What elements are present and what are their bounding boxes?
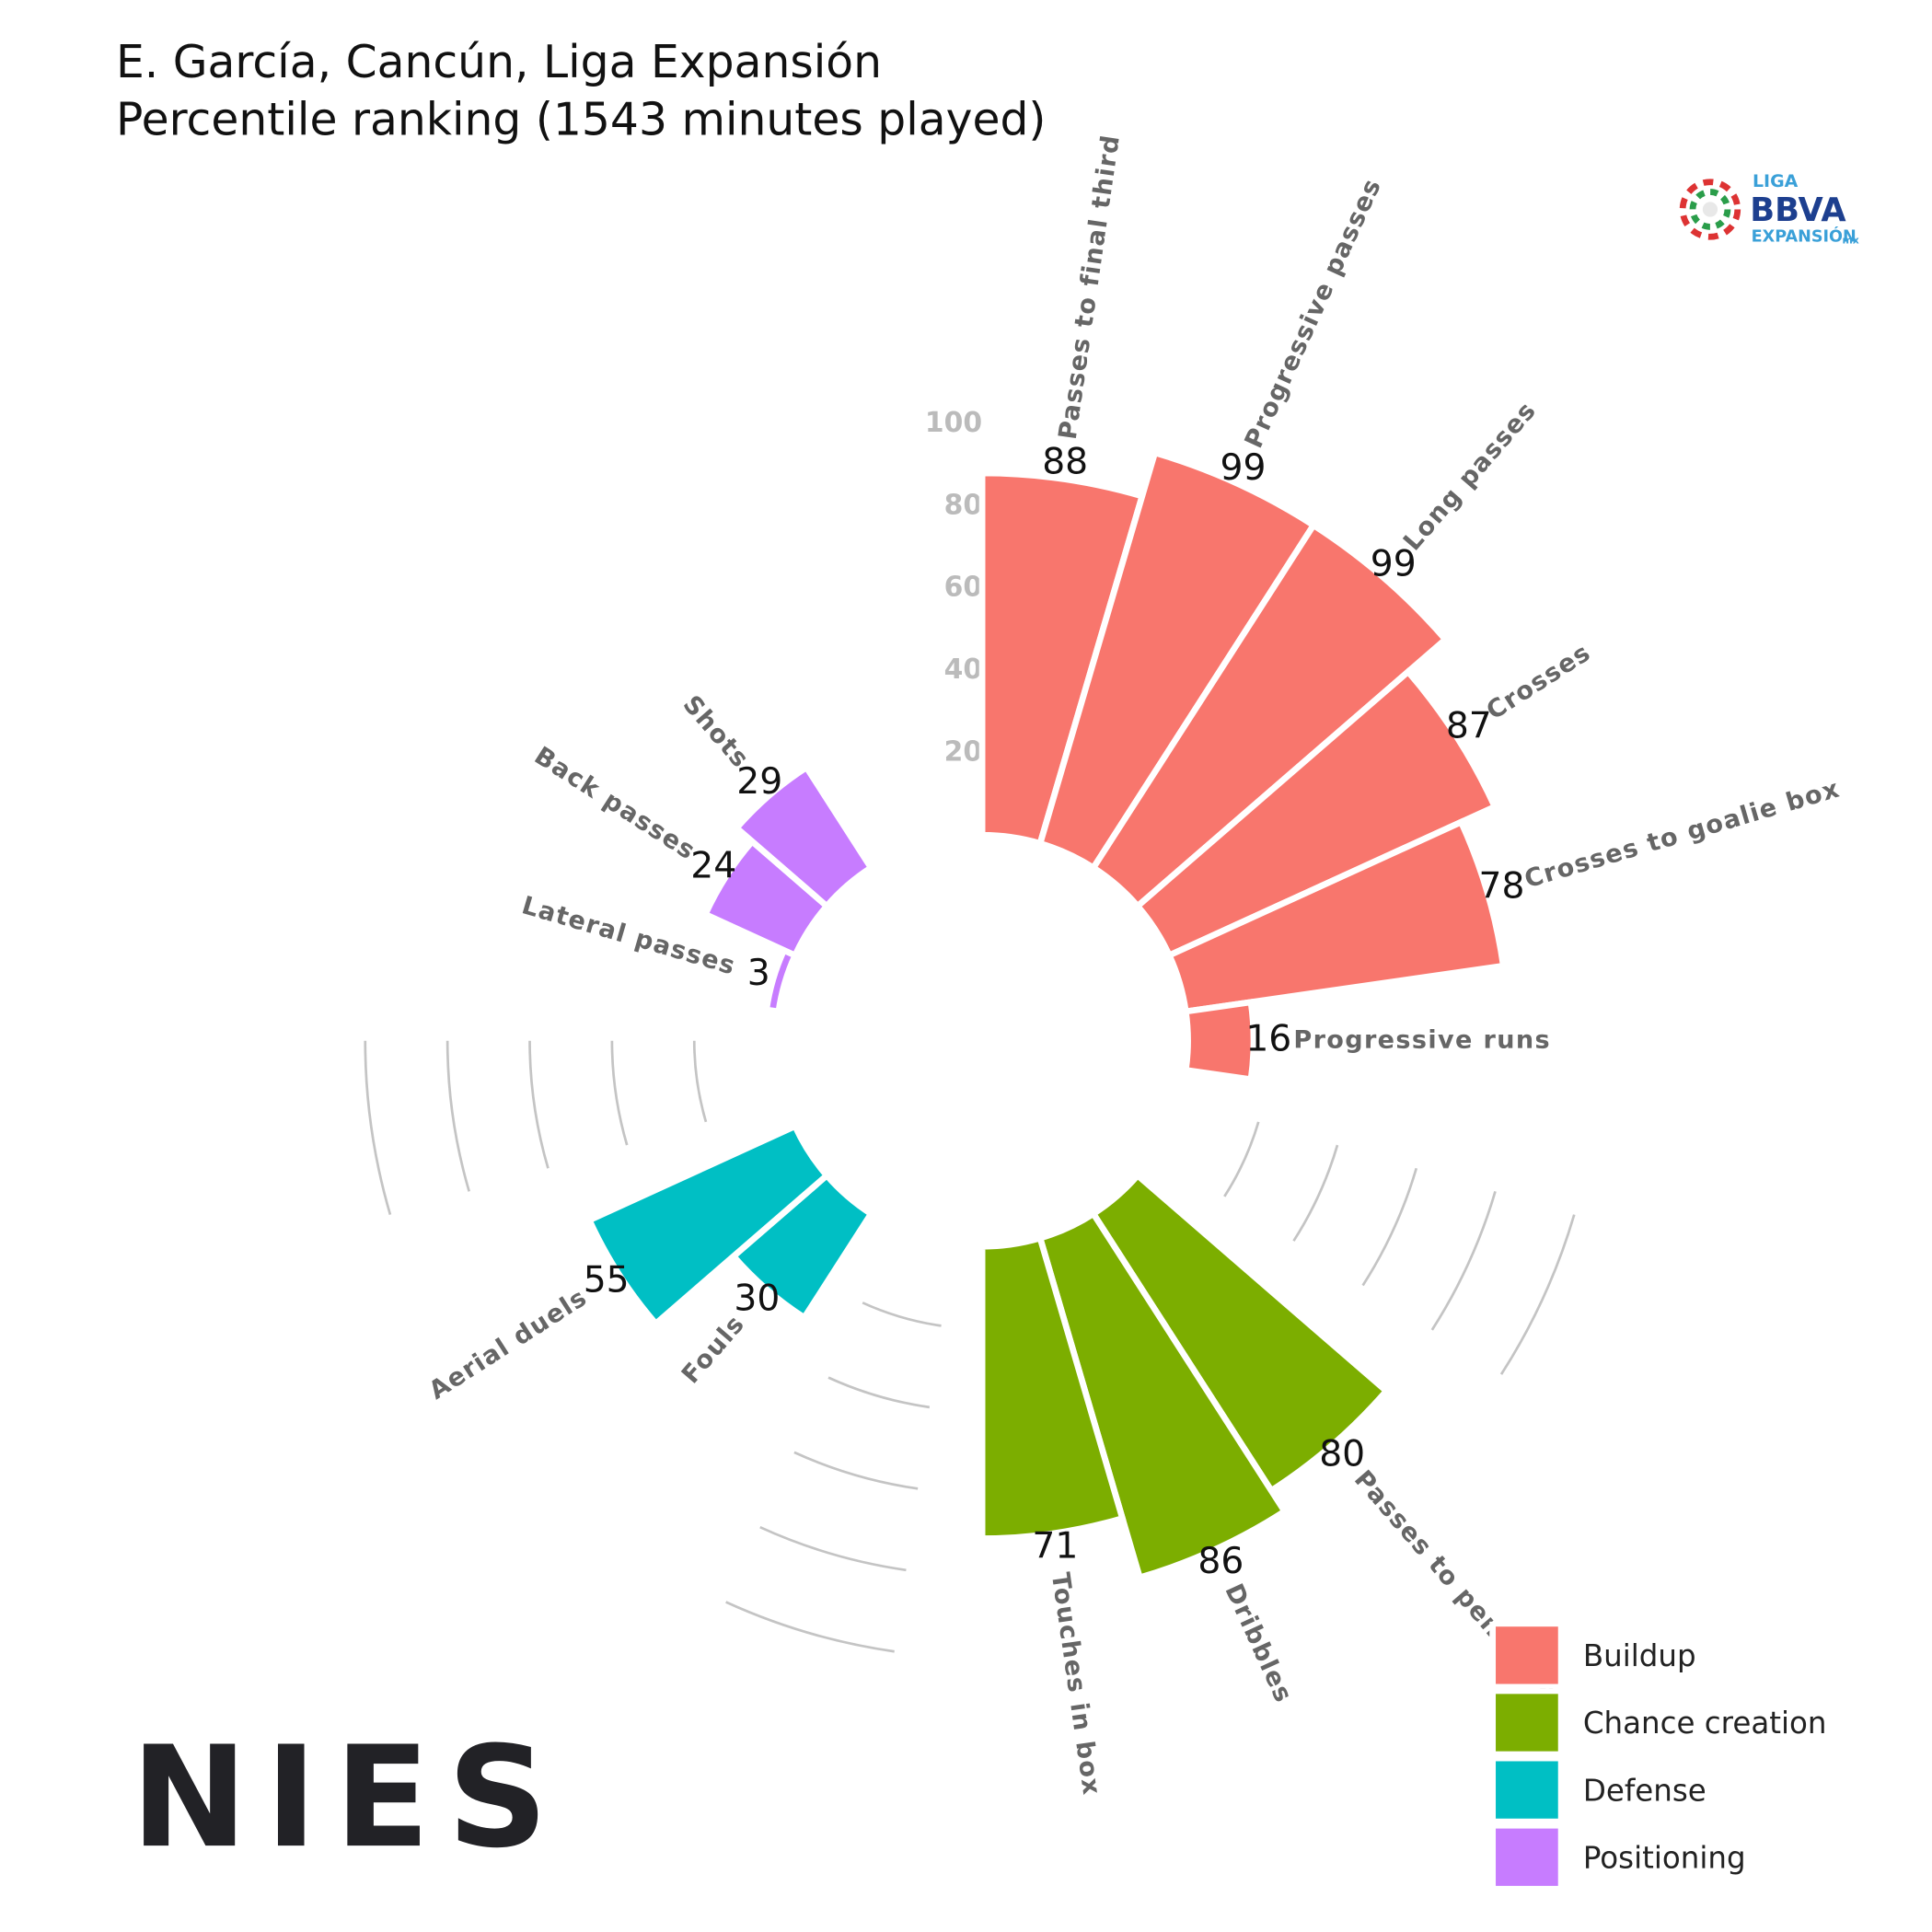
legend-label: Defense (1583, 1773, 1706, 1808)
logo-mx: mx (1842, 234, 1858, 246)
category-label: Aerial duels (424, 1283, 593, 1406)
bar (732, 763, 875, 911)
legend-swatch (1496, 1626, 1558, 1684)
grid-arc (1430, 1191, 1497, 1331)
bar (584, 1122, 832, 1328)
bar (762, 945, 800, 1015)
logo-expansion: EXPANSIÓN (1752, 226, 1857, 246)
bar (1089, 1171, 1391, 1496)
legend-label: Chance creation (1583, 1706, 1827, 1741)
grid-arc (725, 1601, 895, 1653)
category-label: Progressive runs (1293, 1025, 1551, 1054)
grid-arc (445, 1040, 470, 1192)
category-label: Fouls (677, 1310, 751, 1389)
value-label: 3 (747, 953, 770, 994)
legend-label: Buildup (1583, 1638, 1696, 1673)
value-label: 99 (1371, 544, 1417, 585)
chart-subtitle: Percentile ranking (1543 minutes played) (116, 94, 1047, 145)
brand-logo: NIES (131, 1716, 565, 1879)
grid-arc (1499, 1214, 1576, 1375)
grid-arc (793, 1451, 919, 1490)
value-label: 87 (1446, 705, 1492, 746)
r-tick-label: 20 (944, 735, 982, 768)
legend-swatch (1496, 1694, 1558, 1752)
legend-swatch (1496, 1828, 1558, 1886)
bar (1182, 998, 1257, 1083)
grid-arc (692, 1040, 708, 1123)
bar (1035, 1209, 1290, 1582)
league-logo: LIGA BBVA EXPANSIÓN mx (1679, 171, 1859, 246)
logo-liga: LIGA (1753, 171, 1799, 191)
category-label: Passes to final third (1054, 133, 1126, 442)
value-label: 80 (1319, 1434, 1365, 1475)
bar (978, 1233, 1127, 1542)
bar (1035, 448, 1318, 873)
r-tick-label: 40 (944, 654, 982, 686)
value-label: 88 (1042, 442, 1088, 483)
bar (1089, 520, 1451, 911)
grid-arc (759, 1525, 907, 1572)
category-label: Progressive passes (1240, 174, 1388, 453)
category-label: Back passes (529, 742, 700, 866)
category-label: Shots (677, 690, 755, 774)
grid-arc (364, 1040, 392, 1215)
value-label: 16 (1245, 1018, 1291, 1059)
value-label: 30 (734, 1278, 780, 1320)
r-tick-label: 80 (944, 489, 982, 521)
grid-arc (1361, 1167, 1418, 1287)
bar (1133, 667, 1499, 960)
grid-arc (1292, 1144, 1339, 1242)
bar (1164, 817, 1508, 1015)
logo-swirl (1679, 179, 1741, 240)
bar (978, 469, 1147, 848)
chart-title: E. García, Cancún, Liga Expansión (116, 37, 882, 88)
value-label: 29 (736, 761, 782, 803)
legend-label: Positioning (1583, 1840, 1746, 1875)
logo-bbva: BBVA (1750, 191, 1846, 229)
value-label: 78 (1479, 866, 1525, 908)
category-label: Lateral passes (518, 891, 739, 981)
value-label: 71 (1032, 1526, 1078, 1568)
grid-arc (528, 1040, 550, 1169)
value-label: 24 (690, 846, 736, 887)
category-label: Touches in box (1046, 1571, 1105, 1798)
r-tick-label: 60 (944, 572, 982, 604)
r-tick-label: 100 (925, 407, 982, 439)
category-label: Dribbles (1219, 1579, 1298, 1707)
grid-arc (827, 1376, 931, 1409)
category-label: Crosses to goalie box (1521, 774, 1844, 894)
value-label: 99 (1220, 447, 1266, 489)
value-label: 86 (1197, 1541, 1244, 1582)
grid-arc (610, 1040, 629, 1146)
grid-arc (862, 1301, 942, 1327)
value-label: 55 (584, 1260, 630, 1301)
grid-arc (1223, 1121, 1260, 1197)
category-label: Long passes (1398, 396, 1543, 556)
legend-swatch (1496, 1761, 1558, 1819)
category-label: Crosses (1482, 638, 1596, 725)
